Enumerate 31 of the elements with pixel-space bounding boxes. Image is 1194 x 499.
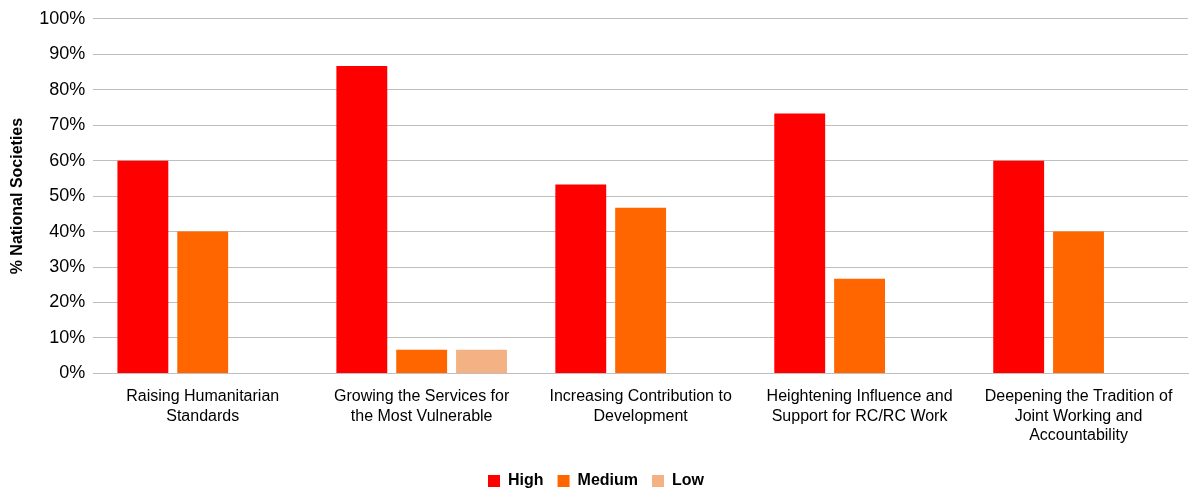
y-tick-label: 10% — [49, 326, 86, 347]
bar — [1053, 231, 1104, 373]
x-tick-label: Growing the Services for the Most Vulnerable — [334, 387, 510, 424]
bar — [555, 184, 607, 373]
y-tick-label: 90% — [49, 43, 86, 64]
legend-label: Low — [672, 471, 705, 489]
y-tick-label: 60% — [49, 149, 86, 170]
bar — [117, 160, 169, 373]
y-tick-label: 30% — [49, 255, 86, 276]
bar — [177, 231, 229, 373]
x-tick-label: Heightening Influence and Support for RC/RC Work — [766, 387, 953, 424]
y-axis-title: % National Societies — [8, 117, 26, 275]
bar — [396, 349, 448, 373]
y-tick-label: 40% — [49, 220, 86, 241]
x-tick-label: Deepening the Tradition of Joint Working and Accountability — [984, 387, 1173, 443]
bar — [336, 65, 388, 373]
bar — [834, 278, 886, 373]
legend-label: High — [508, 471, 544, 489]
y-tick-label: 0% — [59, 362, 86, 383]
bar — [774, 113, 826, 373]
y-tick-label: 80% — [49, 78, 86, 99]
y-tick-label: 100% — [39, 7, 86, 28]
bar — [993, 160, 1045, 373]
x-tick-label: Raising Humanitarian Standards — [126, 387, 280, 424]
bar — [456, 349, 507, 373]
y-tick-label: 20% — [49, 291, 86, 312]
y-tick-label: 50% — [49, 185, 86, 206]
legend-label: Medium — [577, 471, 639, 489]
x-tick-label: Increasing Contribution to Development — [549, 387, 732, 424]
y-tick-label: 70% — [49, 114, 86, 135]
bar — [615, 207, 667, 373]
